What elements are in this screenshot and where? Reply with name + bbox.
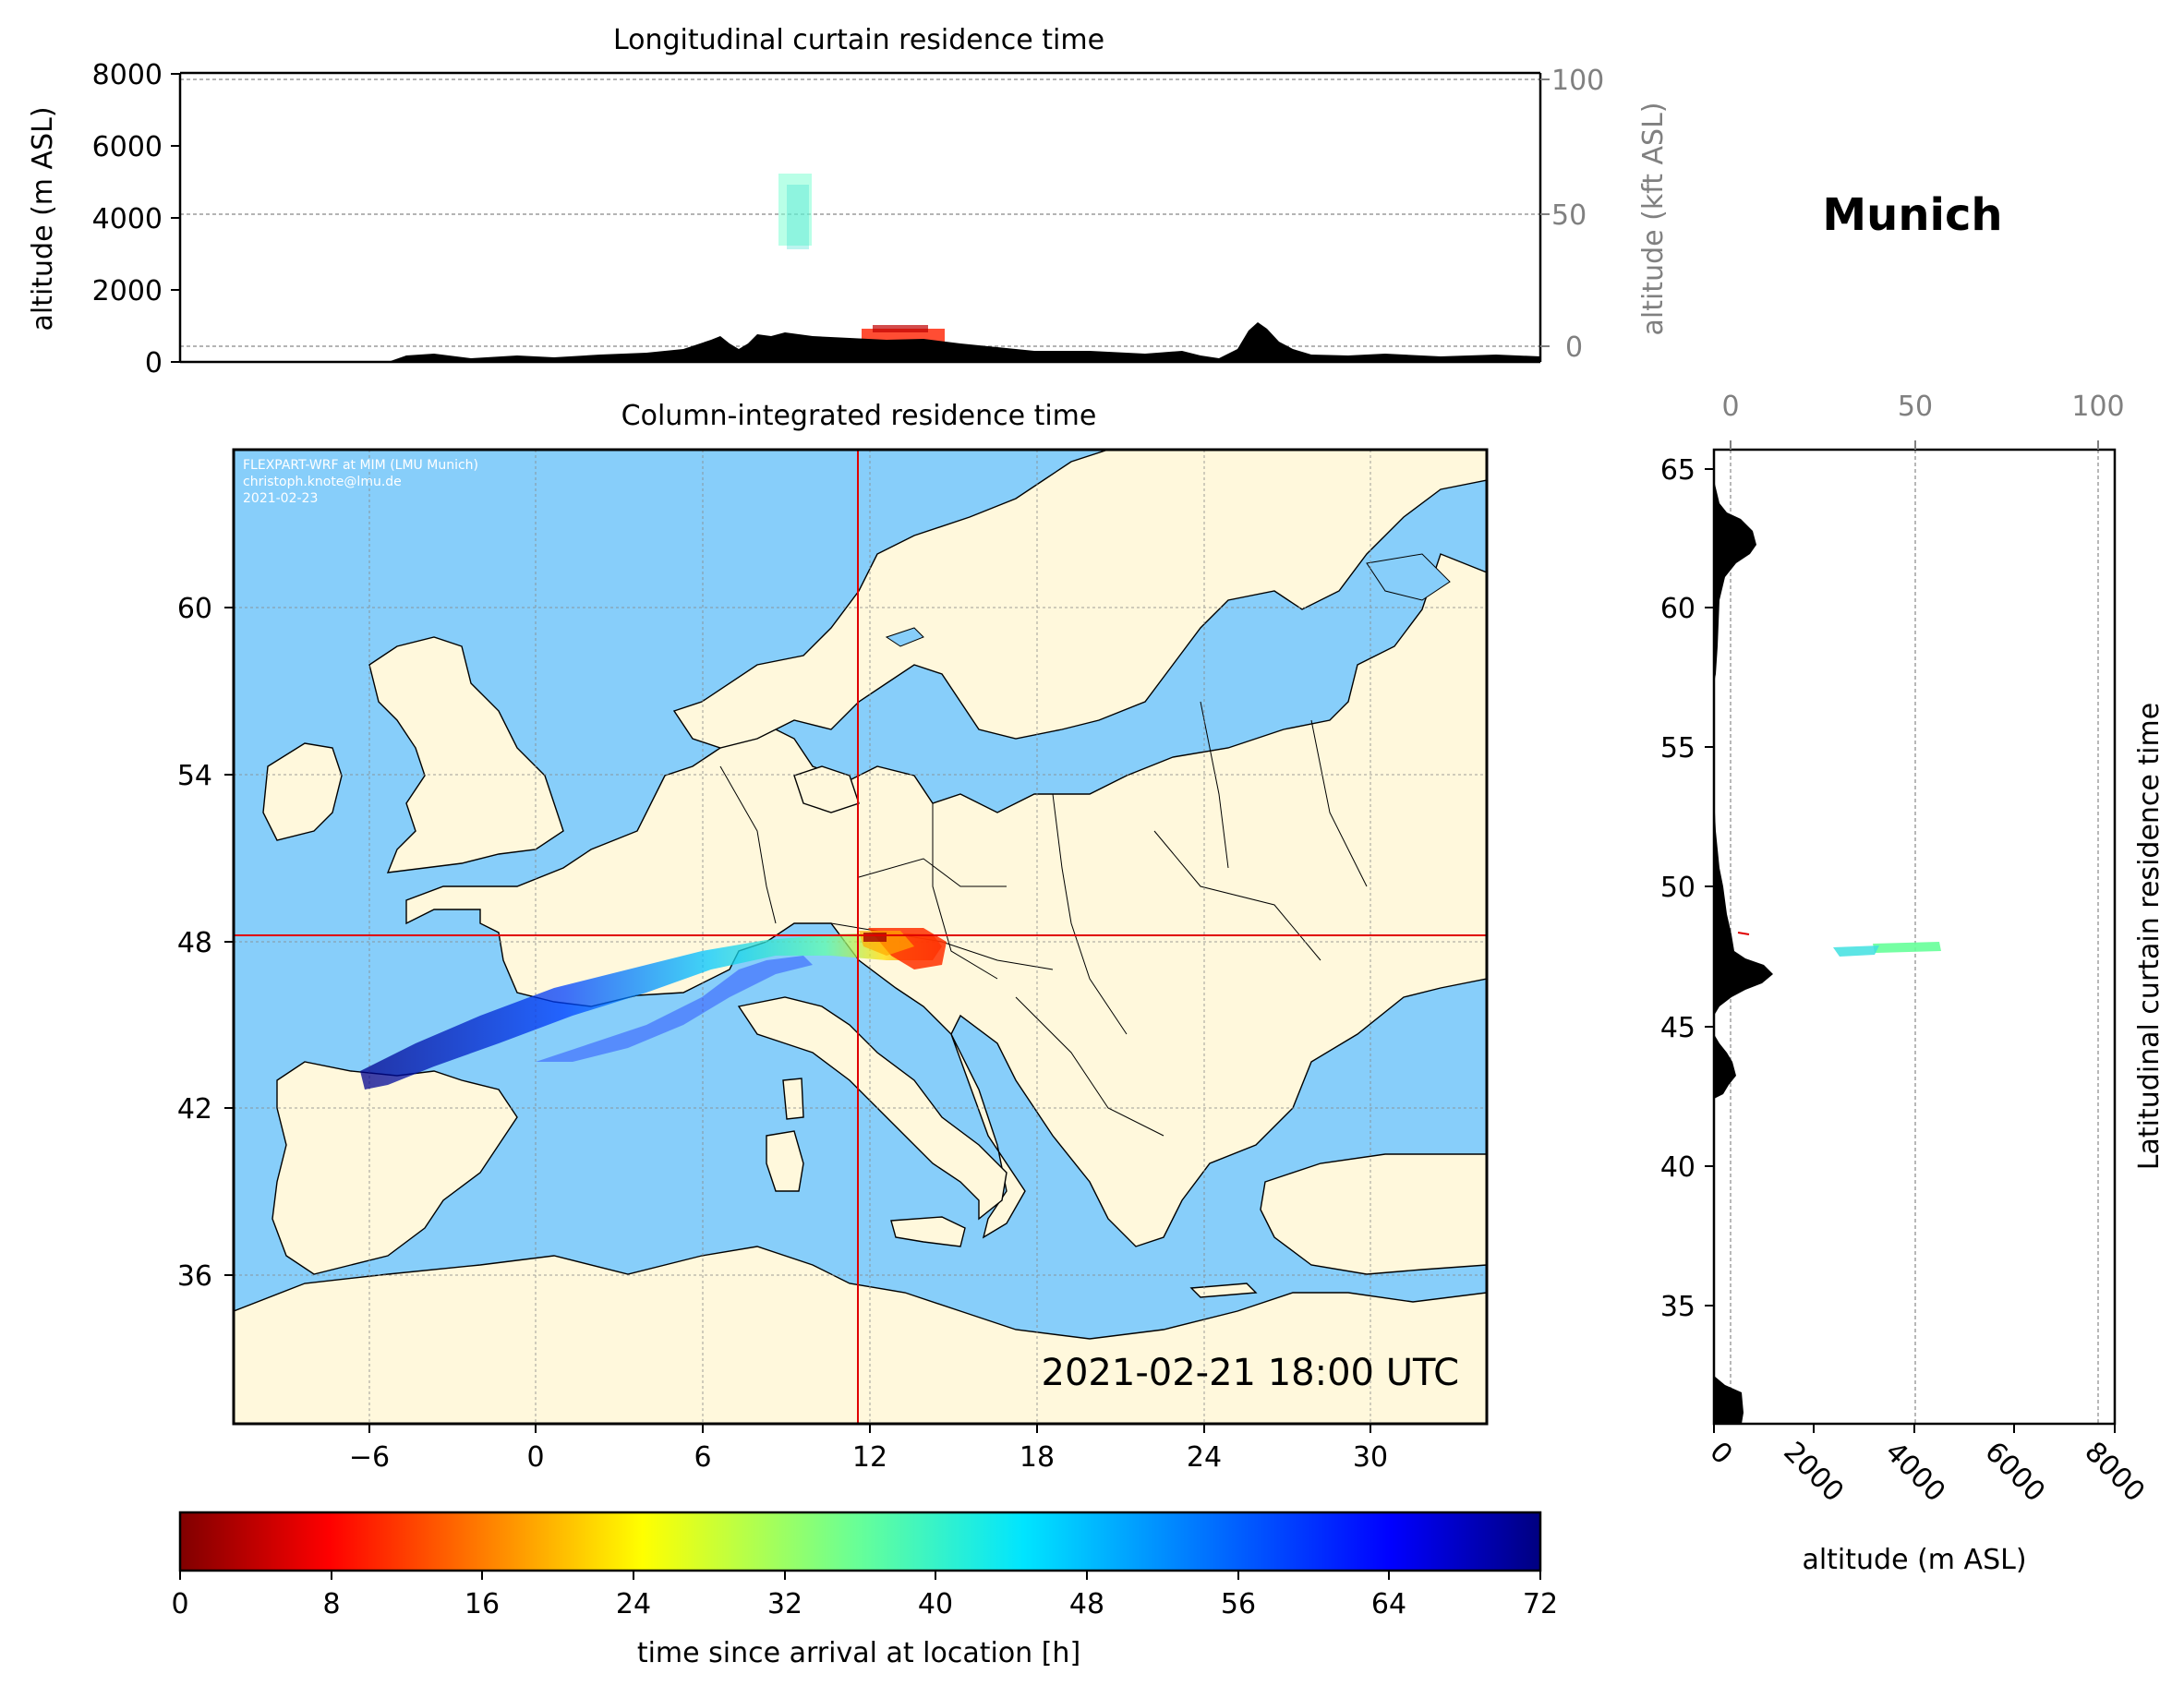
side-residence-blob-red xyxy=(1737,932,1750,935)
side-lat-tick-label: 40 xyxy=(1660,1151,1695,1184)
map-title: Column-integrated residence time xyxy=(621,400,1097,432)
terrain-profile-longitudinal xyxy=(180,322,1540,362)
colorbar-tick-label: 48 xyxy=(1069,1588,1104,1620)
curtain-residence-blob-cyan xyxy=(778,174,812,249)
right-tick-label: 50 xyxy=(1551,199,1587,232)
column-integrated-map-panel: Column-integrated residence time xyxy=(177,400,1489,1474)
side-lat-tick-label: 35 xyxy=(1660,1291,1695,1323)
side-bottom-tick-label: 6000 xyxy=(1978,1436,2051,1509)
side-top-tick-label: 0 xyxy=(1721,391,1739,423)
lon-tick-label: 0 xyxy=(526,1441,544,1474)
lat-tick-label: 54 xyxy=(177,760,212,792)
side-bottom-tick-label: 0 xyxy=(1703,1436,1738,1471)
colorbar-tick-label: 8 xyxy=(322,1588,340,1620)
side-ylabel: Latitudinal curtain residence time xyxy=(2133,703,2166,1170)
credit-line: 2021-02-23 xyxy=(243,491,318,506)
longitudinal-curtain-title: Longitudinal curtain residence time xyxy=(613,24,1104,56)
side-xlabel: altitude (m ASL) xyxy=(1802,1544,2026,1576)
colorbar-tick-label: 64 xyxy=(1371,1588,1406,1620)
lat-tick-label: 42 xyxy=(177,1093,212,1126)
colorbar-tick-label: 0 xyxy=(171,1588,188,1620)
side-altitude-ticks: 0 2000 4000 6000 8000 xyxy=(1703,1424,2151,1509)
longitudinal-curtain-panel: Longitudinal curtain residence time 0 xyxy=(27,24,1670,379)
side-bottom-tick-label: 2000 xyxy=(1777,1436,1850,1509)
colorbar: 0 8 16 24 32 40 48 56 64 72 time since a… xyxy=(171,1511,1558,1669)
side-residence-blob-cyan xyxy=(1833,945,1879,957)
left-axis-label: altitude (m ASL) xyxy=(27,106,59,331)
credit-line: christoph.knote@lmu.de xyxy=(243,475,402,489)
lon-tick-label: 18 xyxy=(1020,1441,1055,1474)
country-borders xyxy=(719,701,1368,1137)
colorbar-tick-label: 16 xyxy=(465,1588,500,1620)
lon-tick-label: 30 xyxy=(1353,1441,1388,1474)
location-title: Munich xyxy=(1822,189,2002,241)
longitude-ticks: −6 0 6 12 18 24 30 xyxy=(349,1424,1388,1474)
latitudinal-curtain-panel: 35 40 45 50 55 60 65 0 50 100 0 2000 40 0 xyxy=(1660,391,2166,1576)
colorbar-tick-label: 32 xyxy=(767,1588,802,1620)
side-kft-ticks: 0 50 100 xyxy=(1721,391,2125,450)
side-bottom-tick-label: 8000 xyxy=(2078,1436,2151,1509)
land-masses xyxy=(234,450,1487,1424)
side-bottom-tick-label: 4000 xyxy=(1878,1436,1951,1509)
left-tick-label: 2000 xyxy=(92,275,163,307)
side-top-tick-label: 50 xyxy=(1898,391,1933,423)
lat-tick-label: 60 xyxy=(177,593,212,625)
residence-time-plume xyxy=(360,928,947,1090)
side-latitude-ticks: 35 40 45 50 55 60 65 xyxy=(1660,454,1714,1323)
terrain-profile-latitudinal xyxy=(1714,450,1773,1424)
colorbar-label: time since arrival at location [h] xyxy=(637,1637,1080,1669)
left-tick-label: 0 xyxy=(145,347,163,379)
right-axis-label: altitude (kft ASL) xyxy=(1637,102,1670,335)
lat-tick-label: 36 xyxy=(177,1260,212,1293)
colorbar-tick-label: 56 xyxy=(1221,1588,1256,1620)
right-tick-label: 0 xyxy=(1565,331,1583,364)
left-tick-label: 4000 xyxy=(92,203,163,235)
lat-tick-label: 48 xyxy=(177,927,212,959)
left-altitude-ticks: 0 2000 4000 6000 8000 xyxy=(92,59,180,379)
side-lat-tick-label: 65 xyxy=(1660,454,1695,487)
lon-tick-label: −6 xyxy=(349,1441,390,1474)
colorbar-ticks: 0 8 16 24 32 40 48 56 64 72 xyxy=(171,1571,1558,1620)
side-lat-tick-label: 60 xyxy=(1660,593,1695,625)
colorbar-tick-label: 72 xyxy=(1523,1588,1558,1620)
credit-line: FLEXPART-WRF at MIM (LMU Munich) xyxy=(243,458,478,473)
side-lat-tick-label: 55 xyxy=(1660,732,1695,765)
colorbar-tick-label: 40 xyxy=(918,1588,953,1620)
left-tick-label: 6000 xyxy=(92,131,163,163)
lon-tick-label: 24 xyxy=(1187,1441,1222,1474)
curtain-residence-blob-red xyxy=(862,325,945,342)
side-top-tick-label: 100 xyxy=(2071,391,2124,423)
left-tick-label: 8000 xyxy=(92,59,163,91)
side-lat-tick-label: 50 xyxy=(1660,872,1695,904)
latitude-ticks: 60 54 48 42 36 xyxy=(177,593,234,1293)
right-tick-label: 100 xyxy=(1551,65,1604,97)
right-kft-ticks: 0 50 100 xyxy=(1540,65,1604,364)
colorbar-tick-label: 24 xyxy=(616,1588,651,1620)
colorbar-gradient xyxy=(178,1511,1542,1572)
side-lat-tick-label: 45 xyxy=(1660,1012,1695,1044)
map-timestamp: 2021-02-21 18:00 UTC xyxy=(1042,1352,1459,1394)
lon-tick-label: 6 xyxy=(694,1441,711,1474)
side-residence-blob-green xyxy=(1873,942,1941,953)
credit-text: FLEXPART-WRF at MIM (LMU Munich) christo… xyxy=(243,458,478,506)
lon-tick-label: 12 xyxy=(852,1441,887,1474)
